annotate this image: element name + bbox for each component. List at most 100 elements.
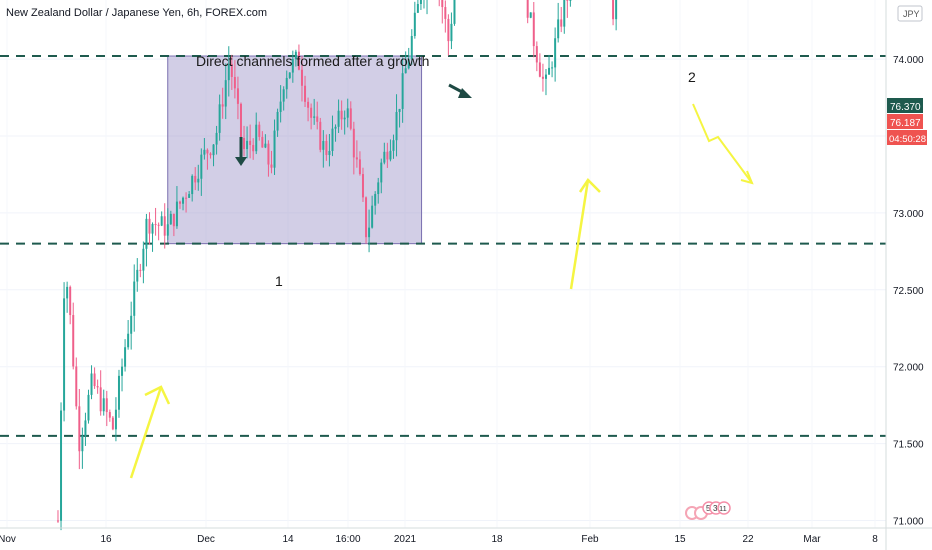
time-tick-label: Mar	[803, 534, 821, 545]
candle-body	[374, 194, 377, 206]
candle-body	[90, 373, 93, 395]
candle-body	[337, 110, 340, 127]
countdown-tag-text: 04:50:28	[889, 134, 926, 145]
candle-body	[294, 51, 297, 60]
price-axis[interactable]: 77.00076.50076.00075.50075.00074.50074.0…	[893, 0, 924, 528]
candle-body	[258, 124, 261, 137]
time-tick-label: 22	[742, 534, 754, 545]
candle-body	[255, 124, 258, 152]
candle-body	[99, 387, 102, 412]
price-tick-label: 74.000	[893, 55, 924, 66]
candle-body	[383, 151, 386, 163]
candle-body	[78, 406, 81, 452]
candle-body	[63, 298, 66, 411]
candle-body	[541, 76, 544, 79]
candle-body	[230, 64, 233, 77]
candle-body	[105, 398, 108, 413]
candle-body	[453, 0, 456, 24]
candle-body	[218, 104, 221, 133]
price-tick-label: 71.000	[893, 517, 924, 528]
candle-body	[111, 417, 114, 430]
grid	[0, 58, 886, 521]
diagonal-arrowhead-icon	[458, 88, 472, 98]
candle-body	[151, 224, 154, 234]
candle-body	[291, 59, 294, 73]
yellow-arrow-2	[569, 179, 590, 290]
candle-body	[398, 108, 401, 112]
candle-body	[273, 130, 276, 168]
candle-body	[81, 435, 84, 452]
candle-body	[560, 19, 563, 27]
candle-body	[252, 144, 255, 152]
candle-body	[389, 150, 392, 160]
candle-body	[66, 286, 69, 299]
candle-body	[377, 182, 380, 195]
candle-body	[557, 19, 560, 39]
candle-body	[401, 73, 404, 109]
annotation-headline: Direct channels formed after a growth	[196, 53, 429, 69]
candle-body	[243, 137, 246, 150]
candle-body	[569, 0, 572, 1]
candle-body	[612, 0, 615, 20]
candle-body	[212, 144, 215, 156]
candle-body	[87, 394, 90, 421]
candle-body	[197, 178, 200, 183]
candle-body	[380, 162, 383, 183]
candle-body	[544, 74, 547, 79]
candle-body	[538, 62, 541, 77]
candle-body	[404, 68, 407, 74]
time-tick-label: 16	[100, 534, 112, 545]
candle-body	[328, 150, 331, 155]
candle-body	[221, 104, 224, 107]
candle-body	[166, 224, 169, 236]
yellow-forecast-path	[692, 103, 753, 184]
price-tick-label: 71.500	[893, 440, 924, 451]
candle-body	[249, 140, 252, 145]
down-arrowhead-icon	[235, 157, 247, 166]
candle-body	[532, 12, 535, 47]
candle-body	[279, 101, 282, 112]
candle-body	[392, 140, 395, 151]
currency-badge[interactable]	[897, 5, 923, 22]
candle-body	[130, 315, 133, 334]
event-badge-5-text: 5	[706, 504, 711, 513]
candle-body	[548, 67, 551, 75]
time-tick-label: 15	[674, 534, 686, 545]
candle-body	[96, 386, 99, 388]
candle-body	[554, 38, 557, 68]
candle-body	[331, 128, 334, 151]
candle-body	[239, 103, 242, 138]
candle-body	[276, 111, 279, 131]
candle-body	[124, 347, 127, 367]
event-badge-11[interactable]	[717, 501, 731, 515]
candle-body	[188, 194, 191, 198]
event-badges[interactable]: 5 3 11	[685, 501, 731, 520]
candle-body	[169, 213, 172, 225]
time-tick-label: 14	[282, 534, 294, 545]
price-tick-label: 72.000	[893, 363, 924, 374]
candle-body	[84, 420, 87, 436]
candle-body	[413, 12, 416, 37]
candle-body	[175, 201, 178, 227]
candle-body	[340, 110, 343, 120]
candle-body	[215, 132, 218, 145]
candle-body	[358, 159, 361, 175]
trend-arrows	[129, 83, 754, 479]
candle-body	[56, 520, 59, 522]
candle-body	[566, 0, 569, 1]
candle-body	[386, 151, 389, 160]
yellow-arrowhead-2	[578, 178, 601, 193]
candle-body	[325, 140, 328, 155]
candle-body	[194, 175, 197, 183]
candle-body	[203, 149, 206, 155]
candle-body	[526, 0, 529, 18]
candle-body	[270, 164, 273, 168]
horizontal-levels	[0, 55, 886, 437]
candle-body	[160, 216, 163, 226]
candle-body	[343, 117, 346, 120]
candle-body	[163, 216, 166, 236]
time-axis[interactable]: Nov 16 Dec 14 16:00 2021 18 Feb 15 22 Mar 8	[0, 534, 878, 545]
candle-body	[334, 126, 337, 129]
candle-body	[93, 373, 96, 387]
